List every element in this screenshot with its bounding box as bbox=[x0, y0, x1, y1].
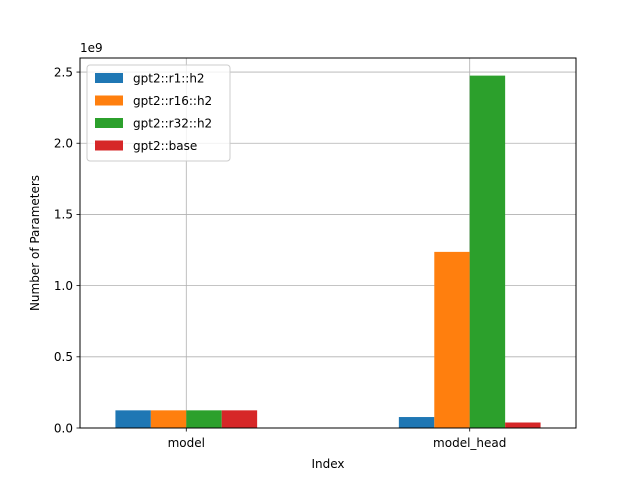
x-tick-label: model_head bbox=[433, 436, 506, 450]
legend-label: gpt2::base bbox=[133, 139, 197, 153]
y-tick-label: 2.5 bbox=[54, 65, 73, 79]
bar-gpt2-base-model bbox=[221, 410, 258, 428]
legend-swatch bbox=[95, 73, 123, 83]
x-axis-label: Index bbox=[311, 457, 344, 471]
x-tick-label: model bbox=[168, 436, 205, 450]
bar-gpt2-r32-h2-model-head bbox=[469, 75, 506, 428]
y-tick-label: 1.0 bbox=[54, 279, 73, 293]
legend-box bbox=[86, 64, 231, 162]
y-tick-label: 2.0 bbox=[54, 137, 73, 151]
bar-gpt2-r16-h2-model-head bbox=[434, 251, 470, 428]
y-tick-label: 0.5 bbox=[54, 350, 73, 364]
bar-gpt2-base-model-head bbox=[505, 422, 541, 428]
legend-swatch bbox=[95, 95, 123, 106]
bar-gpt2-r1-h2-model-head bbox=[398, 417, 435, 428]
bar-gpt2-r16-h2-model bbox=[150, 410, 187, 428]
y-offset-text: 1e9 bbox=[80, 41, 103, 55]
legend-swatch bbox=[95, 140, 123, 151]
plot-frame bbox=[79, 57, 577, 429]
legend-label: gpt2::r32::h2 bbox=[133, 117, 212, 131]
y-tick-label: 1.5 bbox=[54, 208, 73, 222]
bar-gpt2-r1-h2-model bbox=[115, 410, 151, 428]
y-tick-label: 0.0 bbox=[54, 421, 73, 435]
legend-label: gpt2::r1::h2 bbox=[133, 72, 205, 86]
legend-label: gpt2::r16::h2 bbox=[133, 94, 212, 108]
bars bbox=[115, 75, 541, 428]
legend-swatch bbox=[95, 118, 123, 128]
bar-gpt2-r32-h2-model bbox=[186, 410, 222, 428]
y-ticks: 0.0 0.5 1.0 1.5 2.0 2.5 bbox=[54, 65, 80, 435]
legend: gpt2::r1::h2gpt2::r16::h2gpt2::r32::h2gp… bbox=[86, 64, 231, 162]
x-ticks: model model_head bbox=[168, 428, 506, 450]
y-axis-label: Number of Parameters bbox=[28, 175, 42, 311]
